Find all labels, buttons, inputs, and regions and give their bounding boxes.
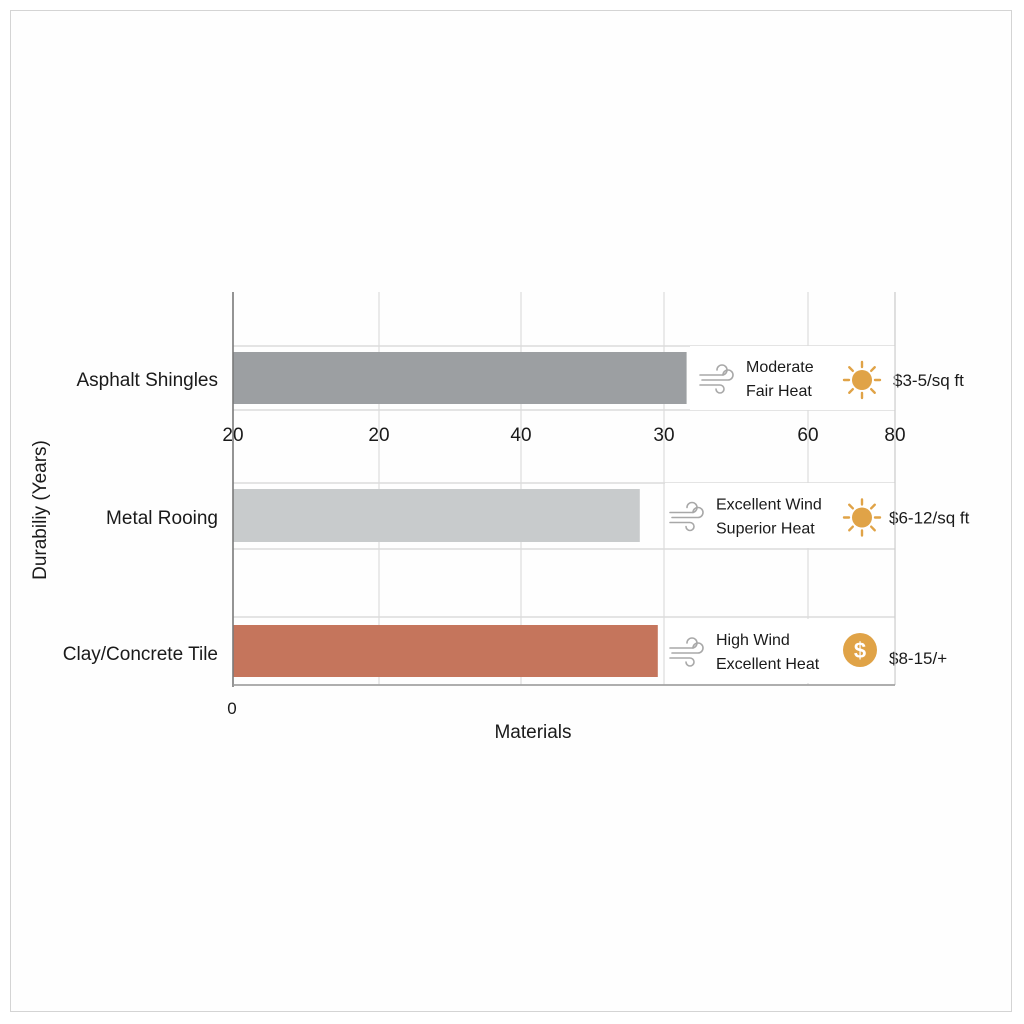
heat-rating: Excellent Heat	[716, 656, 820, 673]
cost-label: $6-12/sq ft	[889, 509, 970, 528]
dollar-glyph: $	[854, 638, 866, 663]
sun-icon	[842, 498, 882, 537]
sun-icon	[842, 360, 882, 400]
heat-rating: Fair Heat	[746, 383, 812, 400]
wind-rating: High Wind	[716, 632, 790, 649]
x-tick-label: 80	[884, 425, 905, 446]
category-label: Asphalt Shingles	[76, 370, 218, 391]
cost-label: $3-5/sq ft	[893, 371, 964, 390]
x-tick-label: 20	[368, 425, 389, 446]
category-label: Clay/Concrete Tile	[63, 644, 218, 665]
wind-icon	[669, 501, 704, 532]
wind-icon	[669, 637, 704, 667]
y-axis-title: Durabiliy (Years)	[30, 440, 51, 580]
wind-icon	[699, 364, 734, 394]
wind-rating: Excellent Wind	[716, 497, 822, 514]
bar-metal-rooing	[233, 489, 640, 542]
x-tick-label: 0	[227, 699, 236, 718]
dollar-icon	[843, 633, 877, 667]
x-tick-label: 60	[797, 425, 818, 446]
heat-rating: Superior Heat	[716, 521, 815, 538]
bar-clay-concrete-tile	[233, 625, 658, 677]
cost-label: $8-15/+	[889, 649, 947, 668]
x-tick-label: 40	[510, 425, 531, 446]
x-axis-title: Materials	[494, 722, 571, 743]
x-tick-label: 20	[222, 425, 243, 446]
bar-asphalt-shingles	[233, 352, 687, 404]
x-tick-label: 30	[653, 425, 674, 446]
category-label: Metal Rooing	[106, 508, 218, 529]
wind-rating: Moderate	[746, 359, 814, 376]
